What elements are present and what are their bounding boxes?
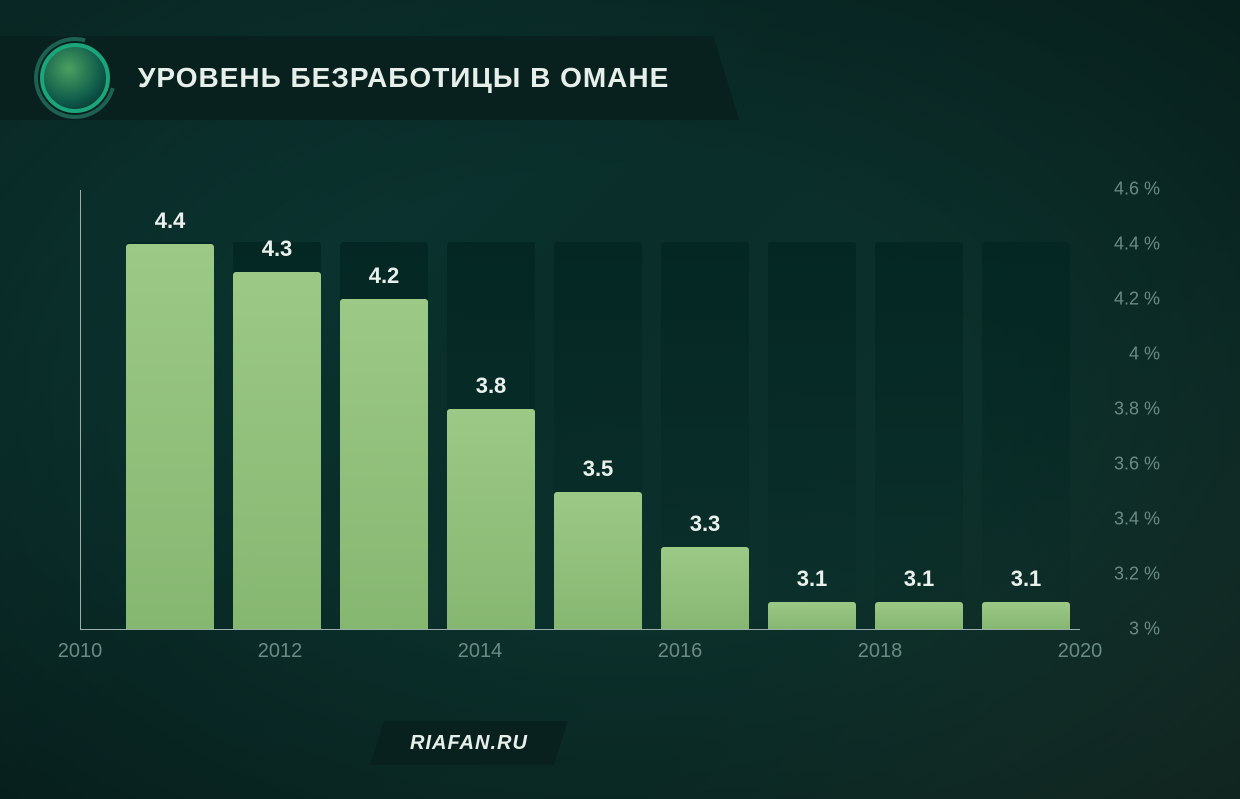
bar-value-label: 3.1 (982, 566, 1070, 592)
logo-arc-icon (19, 22, 131, 134)
y-tick-label: 4 % (1129, 344, 1160, 365)
chart-area: 4.4 4.3 4.2 3.8 3.5 3.3 3.1 3.1 3.1 3 % 3.2 % 3.4 … (50, 170, 1190, 690)
y-tick-label: 4.4 % (1114, 234, 1160, 255)
bar (982, 602, 1070, 630)
y-tick-label: 4.2 % (1114, 289, 1160, 310)
chart-title: УРОВЕНЬ БЕЗРАБОТИЦЫ В ОМАНЕ (138, 62, 669, 94)
bar-value-label: 3.8 (447, 373, 535, 399)
x-tick-label: 2018 (858, 640, 903, 663)
bar-value-label: 3.5 (554, 456, 642, 482)
x-tick-label: 2014 (458, 640, 503, 663)
y-tick-label: 3.4 % (1114, 509, 1160, 530)
x-tick-label: 2012 (258, 640, 303, 663)
x-axis-labels: 201020122014201620182020 (80, 640, 1080, 670)
x-tick-label: 2016 (658, 640, 703, 663)
bar (233, 272, 321, 630)
x-tick-label: 2010 (58, 640, 103, 663)
y-tick-label: 3.8 % (1114, 399, 1160, 420)
title-banner: УРОВЕНЬ БЕЗРАБОТИЦЫ В ОМАНЕ (0, 36, 739, 120)
y-axis-ticks: 3 %3.2 %3.4 %3.6 %3.8 %4 %4.2 %4.4 %4.6 … (1090, 190, 1160, 629)
bar (875, 602, 963, 630)
bar-value-label: 4.4 (126, 208, 214, 234)
footer-source: RIAFAN.RU (410, 732, 528, 755)
bar-value-label: 3.3 (661, 511, 749, 537)
plot-area: 4.44.34.23.83.53.33.13.13.1 3 %3.2 %3.4 … (80, 190, 1080, 630)
y-tick-label: 3.2 % (1114, 564, 1160, 585)
bar-value-label: 3.1 (875, 566, 963, 592)
y-tick-label: 4.6 % (1114, 179, 1160, 200)
y-tick-label: 3 % (1129, 619, 1160, 640)
bars-container: 4.4 4.3 4.2 3.8 3.5 3.3 3.1 3.1 3.1 (81, 190, 1080, 629)
bar (340, 299, 428, 629)
logo-icon (40, 43, 110, 113)
bar-value-label: 3.1 (768, 566, 856, 592)
footer-banner: RIAFAN.RU (370, 721, 568, 765)
bar (661, 547, 749, 630)
bar-value-label: 4.3 (233, 236, 321, 262)
bar-value-label: 4.2 (340, 263, 428, 289)
bar (126, 244, 214, 629)
bar (554, 492, 642, 630)
bar (768, 602, 856, 630)
x-tick-label: 2020 (1058, 640, 1103, 663)
y-tick-label: 3.6 % (1114, 454, 1160, 475)
bar (447, 409, 535, 629)
